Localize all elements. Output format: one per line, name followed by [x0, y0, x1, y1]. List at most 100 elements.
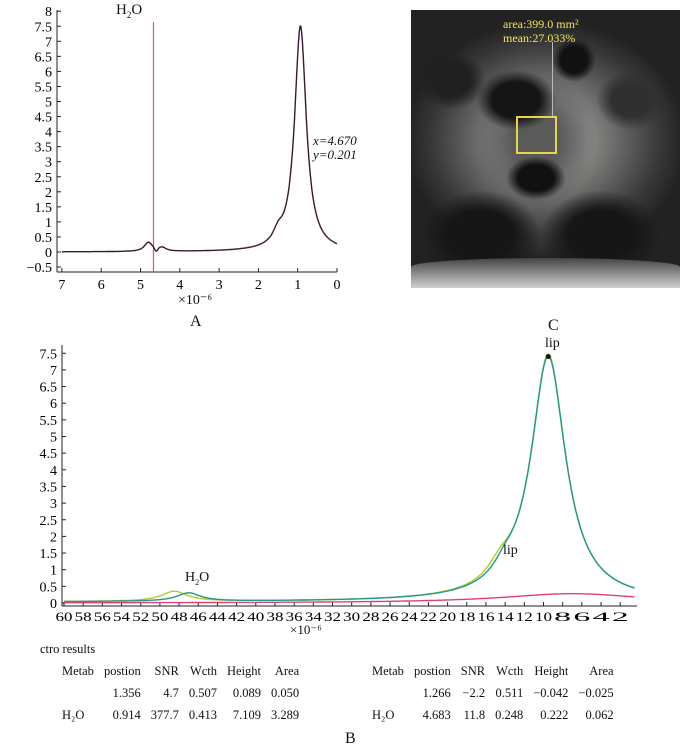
y-tick-label: 5 [45, 96, 52, 111]
x-tick-label: 44 [209, 609, 227, 624]
x-tick-label: 40 [247, 609, 264, 624]
y-tick-label: 4.5 [35, 111, 53, 126]
x-tick-label: 36 [286, 609, 304, 624]
y-tick-label: 0 [50, 597, 57, 612]
x-tick-label: 60 [56, 609, 73, 624]
x-tick-label: 7 [58, 278, 65, 293]
y-tick-label: 3.5 [40, 480, 58, 495]
table-header: Metab postion SNR Wcth Height Area [372, 663, 614, 678]
peak-marker [545, 354, 551, 360]
x-tick-label: 6 [573, 609, 591, 624]
x-tick-label: 4 [593, 609, 611, 624]
cursor-readout: x=4.670 y=0.201 [313, 133, 357, 162]
y-tick-label: 6.5 [40, 381, 58, 396]
roi-mean: mean:27.033% [503, 31, 576, 45]
y-tick-label: 7 [45, 35, 52, 50]
x-tick-label: 48 [171, 609, 188, 624]
x-tick-label: 20 [439, 609, 456, 624]
y-tick-label: 8 [45, 5, 52, 20]
x-tick-label: 0 [334, 278, 341, 293]
lip-label-top: lip [545, 336, 560, 351]
roi-leader-line [552, 42, 553, 117]
x-tick-label: 18 [458, 609, 475, 624]
x-tick-label: 4 [176, 278, 183, 293]
x-tick-label: 22 [420, 609, 437, 624]
y-tick-label: 1 [50, 564, 57, 579]
x-tick-label: 38 [266, 609, 283, 624]
table-header: Metab postion SNR Wcth Height Area [62, 663, 300, 678]
panel-label-b: B [345, 730, 356, 747]
y-tick-label: 0.5 [35, 231, 53, 246]
y-tick-label: 2 [50, 530, 57, 545]
x-tick-label: 42 [228, 609, 245, 624]
x-tick-label: 30 [343, 609, 360, 624]
series-fit [64, 355, 635, 603]
y-tick-label: 1 [45, 216, 52, 231]
x-tick-label: 8 [554, 609, 571, 624]
y-tick-label: 5.5 [40, 414, 58, 429]
x-tick-label: 50 [151, 609, 168, 624]
y-tick-label: 3.5 [35, 141, 53, 156]
y-tick-label: 4 [45, 126, 52, 141]
y-tick-label: 3 [50, 497, 57, 512]
table-row: 1.356 4.7 0.507 0.089 0.050 [112, 685, 300, 700]
mri-image: area:399.0 mm² mean:27.033% [411, 10, 680, 288]
x-tick-label: 14 [497, 609, 515, 624]
x-tick-label: 12 [516, 609, 533, 624]
x-tick-label: 10 [535, 609, 552, 624]
y-tick-label: −0.5 [27, 261, 52, 276]
spectrum-chart-a: 87.576.565.554.543.532.521.510.50−0.57 6 5… [27, 5, 341, 293]
y-tick-label: 3 [45, 156, 52, 171]
results-table-right: Metab postion SNR Wcth Height Area 1.266 −2.2 0… [367, 660, 619, 726]
x-unit-c: ×10⁻⁶ [290, 622, 322, 637]
y-tick-label: 4.5 [40, 447, 58, 462]
h2o-label-c: H2O [185, 570, 210, 587]
x-tick-label: 6 [98, 278, 105, 293]
y-tick-label: 6 [45, 65, 52, 80]
x-unit-a: ×10⁻⁶ [178, 293, 213, 308]
x-tick-label: 52 [132, 609, 149, 624]
y-tick-label: 4 [50, 464, 57, 479]
roi-area: area:399.0 mm² [503, 17, 579, 31]
h2o-label-a: H2O [116, 2, 143, 20]
y-tick-label: 6 [50, 397, 57, 412]
x-tick-label: 56 [94, 609, 112, 624]
x-tick-label: 54 [113, 609, 131, 624]
x-tick-label: 2 [255, 278, 262, 293]
panel-label-c: C [548, 317, 559, 334]
x-tick-label: 28 [362, 609, 379, 624]
y-tick-label: 7 [50, 364, 57, 379]
spectrum-line [61, 25, 338, 253]
y-tick-label: 7.5 [35, 20, 53, 35]
x-tick-label: 5 [137, 278, 144, 293]
x-tick-label: 34 [305, 609, 323, 624]
x-tick-label: 24 [401, 609, 419, 624]
table-row: H₂O 0.914 377.7 0.413 7.109 3.289 [62, 707, 300, 722]
series-data [64, 353, 635, 602]
y-tick-label: 1.5 [35, 201, 53, 216]
x-tick-label: 1 [294, 278, 301, 293]
x-tick-label: 26 [382, 609, 400, 624]
y-tick-label: 6.5 [35, 50, 53, 65]
y-tick-label: 0 [45, 246, 52, 261]
y-tick-label: 7.5 [40, 347, 58, 362]
x-tick-label: 16 [477, 609, 495, 624]
table-row: H₂O 4.683 11.8 0.248 0.222 0.062 [372, 707, 614, 722]
panel-label-a: A [190, 313, 202, 330]
roi-rectangle[interactable] [516, 116, 557, 154]
y-tick-label: 2.5 [35, 171, 53, 186]
y-tick-label: 2 [45, 186, 52, 201]
y-tick-label: 5.5 [35, 80, 53, 95]
y-tick-label: 5 [50, 431, 57, 446]
results-table-left: Metab postion SNR Wcth Height Area 1.356 4.7 0.… [57, 660, 304, 726]
x-tick-label: 32 [324, 609, 341, 624]
x-tick-label: 3 [216, 278, 223, 293]
y-tick-label: 0.5 [40, 580, 58, 595]
results-title: ctro results [40, 642, 96, 656]
series-baseline [64, 593, 635, 604]
x-tick-label: 2 [612, 609, 629, 624]
x-tick-label: 58 [75, 609, 92, 624]
lip-label-shoulder: lip [503, 543, 518, 558]
